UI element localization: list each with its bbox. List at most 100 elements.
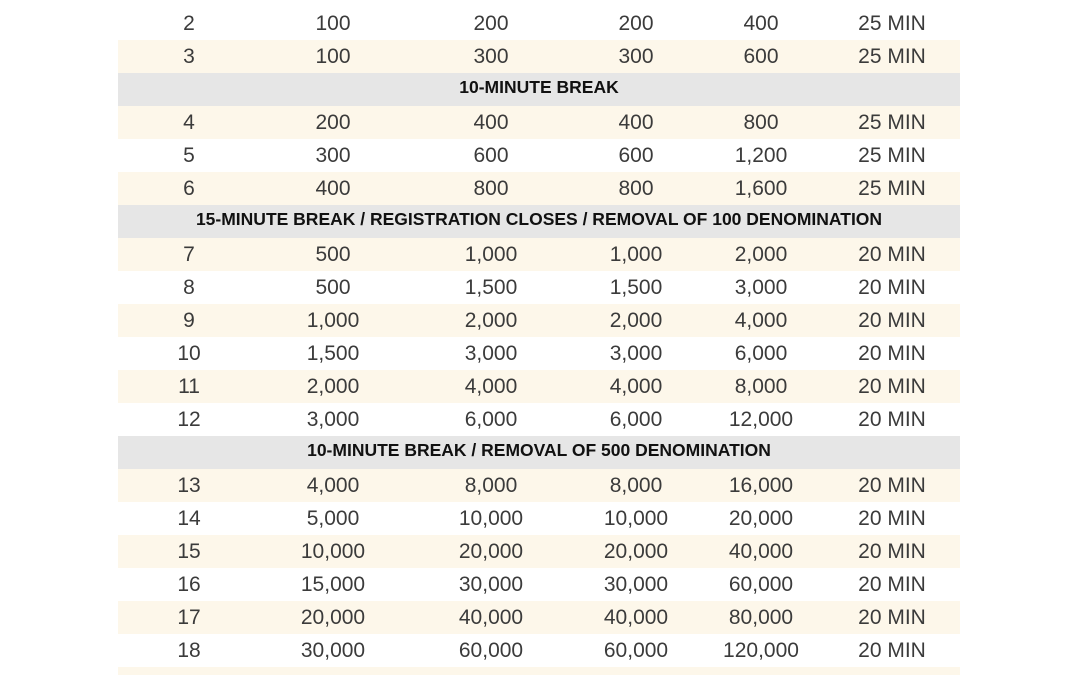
cell: 600 [743,45,779,68]
cell: 5 [183,144,195,167]
level-row: 9 1,000 2,000 2,000 4,000 20 MIN [118,304,960,337]
cell: 20 MIN [858,375,926,398]
cell: 14 [177,507,201,530]
cell: 20 MIN [858,639,926,662]
level-row: 12 3,000 6,000 6,000 12,000 20 MIN [118,403,960,436]
cell: 500 [315,243,351,266]
cell: 200 [315,111,351,134]
cell: 80,000 [604,667,668,675]
cell: 10,000 [458,507,524,530]
cell: 2,000 [609,309,663,332]
cell: 40,000 [458,606,524,629]
cell: 20 MIN [858,573,926,596]
cell: 120,000 [723,639,799,662]
cell: 8,000 [609,474,663,497]
cell: 3,000 [609,342,663,365]
cell: 25 MIN [858,177,926,200]
cell: 20,000 [458,540,524,563]
cell: 20 MIN [858,276,926,299]
level-row: 5 300 600 600 1,200 25 MIN [118,139,960,172]
cell: 160,000 [723,667,799,675]
cell: 7 [183,243,195,266]
cell: 20 MIN [858,474,926,497]
cell: 20 MIN [858,408,926,431]
cell: 3,000 [734,276,788,299]
cell: 6,000 [609,408,663,431]
cell: 30,000 [603,573,669,596]
cell: 40,000 [301,667,365,675]
cell: 80,000 [459,667,523,675]
cell: 2,000 [306,375,360,398]
level-row: 6 400 800 800 1,600 25 MIN [118,172,960,205]
cell: 1,600 [734,177,788,200]
cell: 4,000 [306,474,360,497]
cell: 20 MIN [858,606,926,629]
cell: 1,000 [609,243,663,266]
cell: 20,000 [728,507,794,530]
cell: 10,000 [603,507,669,530]
cell: 1,000 [464,243,518,266]
cell: 8,000 [734,375,788,398]
cell: 13 [177,474,201,497]
cell: 8,000 [464,474,518,497]
break-label: 10-MINUTE BREAK [459,77,619,97]
cell: 400 [315,177,351,200]
cell: 400 [473,111,509,134]
cell: 12 [177,408,201,431]
cell: 11 [178,375,200,398]
cell: 800 [473,177,509,200]
level-row: 14 5,000 10,000 10,000 20,000 20 MIN [118,502,960,535]
cell: 800 [743,111,779,134]
cell: 25 MIN [858,144,926,167]
cell: 25 MIN [858,12,926,35]
cell: 200 [618,12,654,35]
cell: 3,000 [464,342,518,365]
level-row: 10 1,500 3,000 3,000 6,000 20 MIN [118,337,960,370]
cell: 60,000 [458,639,524,662]
cell: 18 [177,639,201,662]
cell: 6 [183,177,195,200]
cell: 4,000 [734,309,788,332]
cell: 4 [183,111,195,134]
cell: 19 [177,667,200,675]
cell: 3,000 [306,408,360,431]
cell: 60,000 [603,639,669,662]
cell: 20 MIN [858,243,926,266]
cell: 15,000 [300,573,366,596]
cell: 100 [315,12,351,35]
cell: 400 [618,111,654,134]
cell: 4,000 [464,375,518,398]
cell: 20 MIN [858,507,926,530]
break-label: 15-MINUTE BREAK / REGISTRATION CLOSES / … [195,209,883,229]
cell: 15 [177,540,201,563]
level-row: 19 40,000 80,000 80,000 160,000 20 MIN [118,667,960,675]
cell: 16 [177,573,201,596]
cell: 1,500 [306,342,360,365]
cell: 20,000 [603,540,669,563]
cell: 20 MIN [858,667,926,675]
cell: 300 [473,45,509,68]
cell: 16,000 [728,474,794,497]
level-row: 16 15,000 30,000 30,000 60,000 20 MIN [118,568,960,601]
cell: 1,500 [464,276,518,299]
cell: 17 [177,606,201,629]
cell: 600 [618,144,654,167]
cell: 2,000 [734,243,788,266]
cell: 80,000 [728,606,794,629]
level-row: 2 100 200 200 400 25 MIN [118,7,960,40]
cell: 10 [177,342,201,365]
cell: 500 [315,276,351,299]
cell: 60,000 [728,573,794,596]
cell: 25 MIN [858,45,926,68]
break-label: 10-MINUTE BREAK / REMOVAL OF 500 DENOMIN… [307,440,771,460]
cell: 20 MIN [858,309,926,332]
level-row: 11 2,000 4,000 4,000 8,000 20 MIN [118,370,960,403]
cell: 4,000 [609,375,663,398]
cell: 600 [473,144,509,167]
cell: 12,000 [728,408,794,431]
level-row: 18 30,000 60,000 60,000 120,000 20 MIN [118,634,960,667]
cell: 300 [618,45,654,68]
cell: 10,000 [300,540,366,563]
cell: 2,000 [464,309,518,332]
